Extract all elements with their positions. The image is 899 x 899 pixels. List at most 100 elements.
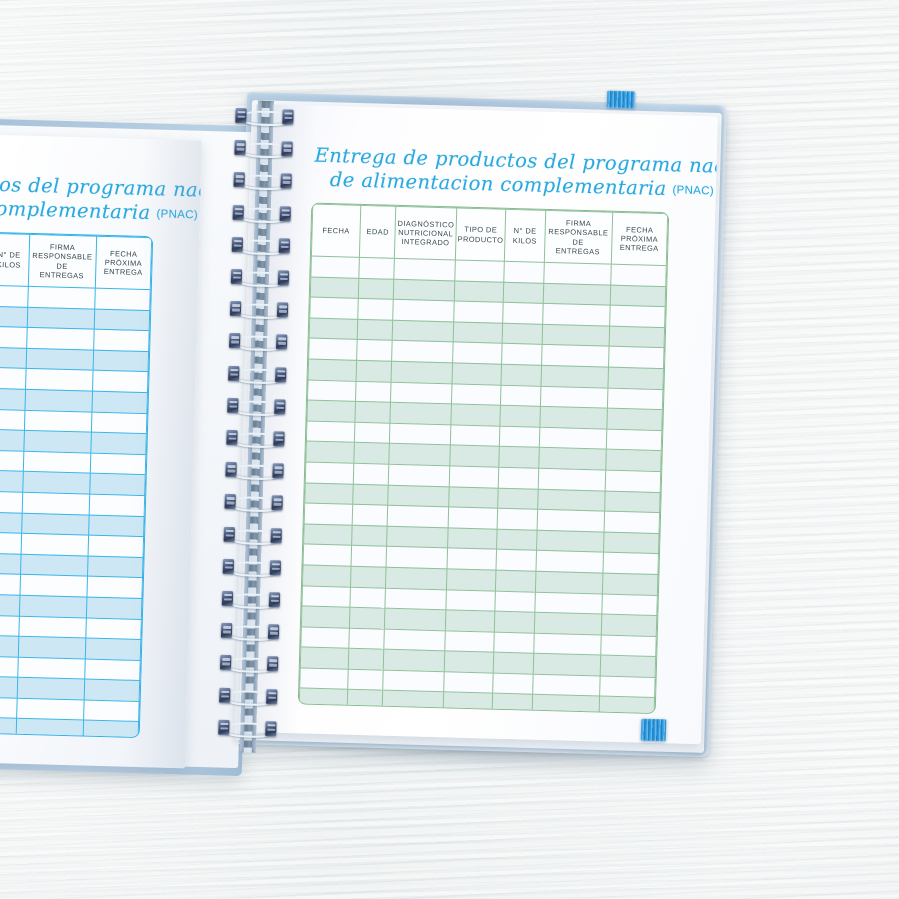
table-cell[interactable] [535, 550, 604, 573]
table-cell[interactable] [303, 523, 353, 546]
table-cell[interactable] [0, 326, 27, 349]
table-cell[interactable] [306, 400, 356, 423]
table-cell[interactable] [20, 533, 89, 556]
table-cell[interactable] [85, 617, 142, 640]
table-cell[interactable] [347, 689, 384, 712]
table-cell[interactable] [610, 284, 666, 307]
table-cell[interactable] [299, 688, 348, 711]
table-cell[interactable] [308, 358, 357, 381]
table-cell[interactable] [0, 594, 20, 616]
table-cell[interactable] [537, 488, 606, 512]
table-cell[interactable] [0, 388, 26, 410]
table-cell[interactable] [538, 427, 607, 450]
table-cell[interactable] [93, 349, 149, 373]
table-cell[interactable] [302, 564, 351, 587]
table-cell[interactable] [534, 591, 603, 615]
table-cell[interactable] [86, 596, 142, 620]
table-cell[interactable] [86, 576, 143, 599]
table-cell[interactable] [394, 258, 456, 281]
table-cell[interactable] [387, 505, 449, 528]
table-cell[interactable] [21, 512, 90, 536]
table-cell[interactable] [0, 449, 24, 472]
table-cell[interactable] [298, 708, 348, 715]
table-cell[interactable] [539, 385, 608, 409]
table-cell[interactable] [384, 628, 446, 652]
table-cell[interactable] [84, 679, 140, 702]
table-cell[interactable] [0, 408, 25, 431]
table-cell[interactable] [301, 585, 351, 608]
table-cell[interactable] [541, 344, 610, 368]
table-cell[interactable] [304, 503, 353, 525]
table-cell[interactable] [309, 297, 359, 320]
table-cell[interactable] [352, 504, 389, 526]
table-cell[interactable] [531, 694, 600, 715]
table-cell[interactable] [23, 430, 92, 453]
table-cell[interactable] [358, 257, 395, 279]
table-cell[interactable] [390, 402, 452, 425]
table-cell[interactable] [0, 347, 27, 369]
table-cell[interactable] [16, 698, 85, 721]
table-cell[interactable] [452, 321, 504, 344]
table-cell[interactable] [25, 368, 94, 392]
table-cell[interactable] [21, 492, 90, 515]
table-cell[interactable] [540, 365, 609, 388]
table-cell[interactable] [0, 573, 21, 596]
table-cell[interactable] [353, 463, 390, 485]
table-cell[interactable] [495, 590, 535, 613]
table-cell[interactable] [89, 473, 146, 496]
table-cell[interactable] [305, 441, 355, 464]
table-cell[interactable] [382, 690, 444, 713]
table-cell[interactable] [18, 615, 87, 639]
table-cell[interactable] [448, 465, 500, 488]
table-cell[interactable] [16, 677, 85, 700]
table-cell[interactable] [91, 391, 148, 414]
table-cell[interactable] [27, 286, 96, 309]
table-cell[interactable] [93, 329, 150, 352]
table-cell[interactable] [602, 552, 659, 575]
table-cell[interactable] [606, 428, 662, 451]
table-cell[interactable] [0, 697, 17, 719]
table-cell[interactable] [532, 674, 601, 697]
table-cell[interactable] [442, 692, 494, 715]
table-cell[interactable] [383, 670, 444, 693]
table-cell[interactable] [90, 452, 146, 475]
table-cell[interactable] [358, 277, 395, 300]
table-cell[interactable] [533, 612, 602, 635]
table-cell[interactable] [599, 675, 656, 698]
table-cell[interactable] [445, 589, 496, 612]
table-cell[interactable] [496, 528, 537, 551]
table-cell[interactable] [23, 409, 92, 433]
table-cell[interactable] [442, 712, 493, 715]
table-cell[interactable] [90, 432, 147, 455]
table-cell[interactable] [386, 546, 448, 569]
table-cell[interactable] [383, 649, 445, 672]
table-cell[interactable] [88, 514, 145, 537]
table-cell[interactable] [493, 652, 534, 675]
table-cell[interactable] [387, 525, 448, 549]
table-cell[interactable] [391, 361, 453, 384]
table-cell[interactable] [26, 306, 95, 330]
table-cell[interactable] [384, 608, 446, 631]
table-cell[interactable] [83, 699, 140, 722]
table-cell[interactable] [605, 470, 661, 493]
table-cell[interactable] [17, 636, 86, 659]
table-cell[interactable] [352, 483, 389, 506]
table-cell[interactable] [301, 606, 350, 628]
table-cell[interactable] [392, 340, 453, 363]
table-cell[interactable] [598, 696, 655, 715]
table-cell[interactable] [348, 648, 385, 671]
table-cell[interactable] [305, 461, 354, 484]
table-cell[interactable] [25, 348, 94, 371]
table-cell[interactable] [353, 442, 390, 465]
table-cell[interactable] [504, 261, 544, 283]
table-cell[interactable] [608, 346, 665, 369]
table-cell[interactable] [603, 531, 660, 554]
table-cell[interactable] [304, 482, 354, 505]
table-cell[interactable] [609, 325, 665, 349]
table-cell[interactable] [354, 422, 391, 444]
table-cell[interactable] [503, 281, 544, 304]
table-cell[interactable] [22, 451, 91, 474]
table-cell[interactable] [503, 302, 543, 325]
table-cell[interactable] [447, 527, 498, 550]
table-cell[interactable] [543, 262, 612, 285]
